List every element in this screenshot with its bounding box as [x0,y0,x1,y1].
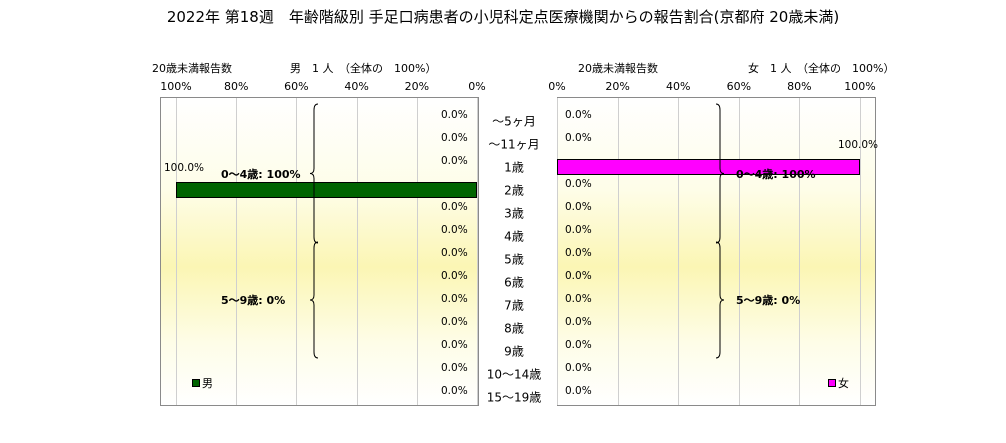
male-data-label: 100.0% [164,162,205,174]
male-group-brace-path-0 [309,103,319,244]
female-tick-3: 60% [726,80,752,93]
male-data-label: 0.0% [441,270,468,282]
female-group-brace-path-1 [715,241,725,359]
age-category-label: 6歳 [504,275,524,290]
female-bar [557,159,860,175]
male-gridline-2 [296,98,298,405]
female-data-label: 0.0% [565,339,592,351]
female-group-label-1: 5～9歳: 0% [736,294,801,307]
female-tick-0: 0% [548,80,566,93]
female-plot-area [557,97,876,406]
female-gridline-2 [678,98,680,405]
female-data-label: 0.0% [565,316,592,328]
female-data-label: 0.0% [565,109,592,121]
male-group-brace-path-1 [309,241,319,359]
female-data-label: 0.0% [565,247,592,259]
female-gridline-3 [738,98,740,405]
male-tick-4: 20% [404,80,430,93]
male-subtitle-right: 男 1 人 （全体の 100%） [290,62,437,75]
male-data-label: 0.0% [441,362,468,374]
female-tick-1: 20% [605,80,630,93]
female-legend-label: 女 [838,377,849,390]
female-data-label: 0.0% [565,224,592,236]
female-legend-swatch [828,379,836,387]
male-group-brace-1 [309,241,319,359]
age-category-label: 5歳 [504,252,524,267]
male-data-label: 0.0% [441,109,468,121]
age-category-label: 3歳 [504,206,524,221]
chart-title: 2022年 第18週 年齢階級別 手足口病患者の小児科定点医療機関からの報告割合… [166,8,840,26]
male-subtitle-left: 20歳未満報告数 [152,62,232,75]
age-category-label: ～11ヶ月 [488,137,540,152]
male-group-label-0: 0～4歳: 100% [221,167,301,181]
male-data-label: 0.0% [441,201,468,213]
male-gridline-4 [416,98,418,405]
male-group-brace-0 [309,103,319,244]
female-gridline-4 [799,98,801,405]
female-tick-2: 40% [665,80,691,93]
age-category-label: 2歳 [504,183,524,198]
age-category-label: 4歳 [504,229,524,244]
male-legend-swatch [192,379,200,387]
female-data-label: 0.0% [565,178,592,190]
male-tick-2: 60% [284,80,309,93]
male-data-label: 0.0% [441,132,468,144]
age-category-label: ～5ヶ月 [492,114,536,129]
female-group-brace-1 [715,241,725,359]
age-category-label: 9歳 [504,344,524,359]
female-data-label: 0.0% [565,293,592,305]
male-legend: 男 [192,375,213,391]
female-gridline-1 [617,98,619,405]
female-group-brace-path-0 [715,103,725,244]
male-legend-label: 男 [202,377,213,390]
male-data-label: 0.0% [441,155,468,167]
male-gridline-1 [236,98,238,405]
male-tick-3: 40% [344,80,369,93]
male-data-label: 0.0% [441,293,468,305]
male-tick-5: 0% [468,80,486,93]
female-legend: 女 [828,375,849,391]
age-category-label: 15～19歳 [486,390,542,405]
age-category-label: 8歳 [504,321,524,336]
female-subtitle-left: 20歳未満報告数 [578,62,658,75]
male-plot-area [160,97,479,406]
male-gridline-0 [176,98,177,405]
female-tick-4: 80% [787,80,812,93]
female-tick-5: 100% [844,80,876,93]
male-tick-1: 80% [223,80,249,93]
female-subtitle-right: 女 1 人 （全体の 100%） [748,62,895,75]
age-category-label: 1歳 [504,160,524,175]
male-data-label: 0.0% [441,385,468,397]
male-group-label-1: 5～9歳: 0% [221,294,286,307]
female-group-brace-0 [715,103,725,244]
female-group-label-0: 0～4歳: 100% [736,167,816,181]
female-data-label: 0.0% [565,201,592,213]
female-data-label: 100.0% [838,139,879,151]
male-data-label: 0.0% [441,316,468,328]
female-data-label: 0.0% [565,385,592,397]
male-data-label: 0.0% [441,224,468,236]
female-data-label: 0.0% [565,132,592,144]
male-tick-0: 100% [160,80,192,93]
female-gridline-0 [557,98,558,405]
male-gridline-5 [477,98,478,405]
female-gridline-5 [860,98,861,405]
male-data-label: 0.0% [441,339,468,351]
male-data-label: 0.0% [441,247,468,259]
female-data-label: 0.0% [565,270,592,282]
age-category-label: 10～14歳 [486,367,542,382]
female-data-label: 0.0% [565,362,592,374]
male-bar [176,182,477,198]
age-category-label: 7歳 [504,298,524,313]
male-gridline-3 [356,98,358,405]
